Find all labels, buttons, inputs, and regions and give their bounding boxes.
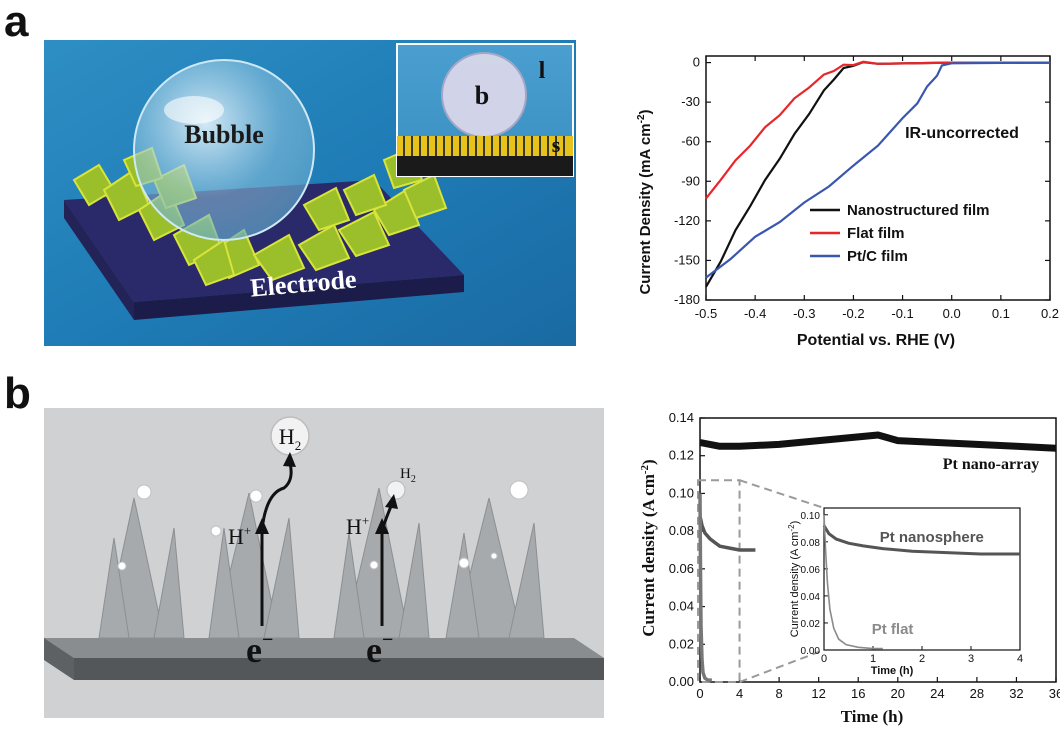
y-tick-label: 0.00: [669, 674, 694, 689]
series-label-pt-nano-array: Pt nano-array: [943, 456, 1039, 473]
y-tick-label: 0.12: [669, 448, 694, 463]
series-line-0: [699, 431, 1057, 452]
inset-y-tick-label: 0.10: [801, 511, 821, 522]
inset-x-tick-label: 0: [821, 653, 827, 665]
stability-chart: 0 4 8 12 16 20 24 28 32 360.000.020.040.060.080.1…: [639, 410, 1060, 726]
zoom-connector: [739, 649, 825, 683]
series-line-1: [705, 60, 1050, 200]
inset-y-tick-label: 0.02: [801, 619, 821, 630]
svg-text:H2: H2: [279, 424, 301, 453]
zoom-box: [697, 479, 741, 683]
x-tick-label: 0.1: [992, 306, 1010, 321]
legend-label-0: Nanostructured film: [847, 202, 990, 219]
x-tick-label: 32: [1009, 686, 1023, 701]
series-line-2: [698, 493, 712, 682]
nanoarray-hydrogen-illustration: H2 H2 H+ H+ e− e−: [44, 408, 604, 718]
y-tick-label: 0.14: [669, 410, 694, 425]
x-tick-label: 0.0: [943, 306, 961, 321]
legend-label-1: Flat film: [847, 225, 905, 242]
series-line-2: [705, 61, 1051, 279]
y-tick-label: 0.04: [669, 599, 694, 614]
x-tick-label: -0.5: [695, 306, 717, 321]
inset-label-pt-nanosphere: Pt nanosphere: [880, 529, 984, 546]
bubble-label: Bubble: [184, 120, 264, 149]
plot-frame: [705, 55, 1051, 301]
inset-s-label: s: [552, 132, 561, 157]
inset-y-tick-label: 0.06: [801, 565, 821, 576]
svg-text:H+: H+: [346, 513, 369, 539]
x-tick-label: 0.2: [1041, 306, 1059, 321]
x-tick-label: 12: [811, 686, 825, 701]
y-axis-label: Current Density (mA cm-2): [636, 109, 654, 294]
x-tick-label: 20: [891, 686, 905, 701]
y-tick-label: 0: [693, 55, 700, 70]
inset-y-tick-label: 0.00: [801, 646, 821, 657]
x-axis-label: Potential vs. RHE (V): [797, 332, 955, 349]
inset-x-tick-label: 1: [870, 653, 876, 665]
y-tick-label: -150: [674, 252, 700, 267]
hplus-label-2: H: [346, 514, 362, 539]
x-tick-label: -0.1: [891, 306, 913, 321]
hplus-label-1: H: [228, 524, 244, 549]
inset-b-label: b: [475, 81, 489, 110]
svg-text:H+: H+: [228, 523, 251, 549]
y-tick-label: 0.06: [669, 561, 694, 576]
x-tick-label: 28: [970, 686, 984, 701]
zoom-connector: [739, 479, 825, 509]
inset-label-pt-flat: Pt flat: [872, 621, 914, 638]
y-tick-label: -30: [681, 94, 700, 109]
h2-large-label: H: [279, 424, 295, 449]
series-line-1: [698, 515, 756, 552]
inset-chart: 0 1 2 3 4 0.00 0.02 0.04 0.06 0.08 0.10 Pt nanosphe…: [787, 507, 1023, 677]
inset-x-tick-label: 3: [968, 653, 974, 665]
inset-x-tick-label: 4: [1017, 653, 1023, 665]
inset-x-tick-label: 2: [919, 653, 925, 665]
inset-diagram: b l s: [396, 43, 574, 177]
svg-text:H2: H2: [400, 466, 416, 485]
bubble: [133, 59, 315, 241]
x-tick-label: 36: [1049, 686, 1060, 701]
legend-label-2: Pt/C film: [847, 248, 908, 265]
inset-y-tick-label: 0.04: [801, 592, 821, 603]
x-tick-label: -0.3: [793, 306, 815, 321]
inset-frame: [823, 507, 1021, 651]
inset-series-line-1: [823, 514, 883, 650]
y-tick-label: 0.10: [669, 485, 694, 500]
inset-l-label: l: [539, 58, 546, 84]
y-tick-label: 0.08: [669, 523, 694, 538]
annotation-ir-uncorrected: IR-uncorrected: [905, 125, 1019, 142]
x-tick-label: 4: [736, 686, 743, 701]
x-tick-label: -0.2: [842, 306, 864, 321]
y-tick-label: 0.02: [669, 636, 694, 651]
legend: Nanostructured film Flat film Pt/C film: [810, 202, 990, 265]
panel-letter-b: b: [4, 369, 31, 418]
inset-x-axis-label: Time (h): [871, 665, 914, 677]
inset-y-axis-label: Current density (A cm-2): [787, 521, 801, 638]
svg-text:e−: e−: [246, 629, 273, 670]
y-tick-label: -120: [674, 213, 700, 228]
electron-label-2: e: [366, 630, 382, 670]
x-tick-label: 16: [851, 686, 865, 701]
panel-letter-a: a: [4, 0, 29, 46]
inset-y-tick-label: 0.08: [801, 538, 821, 549]
electron-label-1: e: [246, 630, 262, 670]
h2-small-label: H: [400, 466, 411, 482]
bubble-electrode-illustration: Bubble Electrode b l s: [44, 40, 576, 346]
inset-series-line-0: [822, 524, 1020, 556]
y-tick-label: -60: [681, 134, 700, 149]
x-tick-label: 24: [930, 686, 944, 701]
y-tick-label: -90: [681, 173, 700, 188]
x-tick-label: 8: [775, 686, 782, 701]
x-tick-label: 0: [696, 686, 703, 701]
x-axis-label: Time (h): [841, 707, 904, 726]
x-tick-label: -0.4: [744, 306, 766, 321]
y-tick-label: -180: [674, 292, 700, 307]
y-axis-label: Current density (A cm-2): [639, 459, 658, 636]
svg-text:e−: e−: [366, 629, 393, 670]
polarization-curve-chart: -0.5 -0.4 -0.3 -0.2 -0.1 0.0 0.1 0.2 0 -30 -60 -90 -…: [636, 55, 1059, 349]
